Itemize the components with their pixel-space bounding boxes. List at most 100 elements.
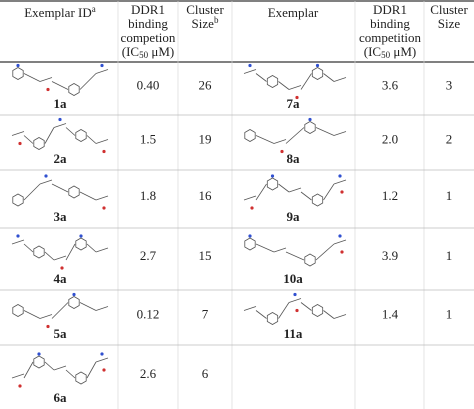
superscript: b <box>214 15 219 25</box>
bond <box>285 251 305 261</box>
ic50-value: 2.7 <box>140 248 157 263</box>
atom-n <box>270 174 275 178</box>
ring <box>266 177 279 191</box>
atom-n <box>293 292 297 297</box>
cluster-size: 2 <box>446 131 453 146</box>
ring <box>311 304 324 317</box>
header-text: Exemplar <box>268 5 319 20</box>
ring <box>68 83 80 96</box>
ic50-value: 1.2 <box>382 188 398 203</box>
bond <box>95 247 109 253</box>
compound-id: 7a <box>287 96 301 111</box>
bond <box>255 135 275 144</box>
atom-n <box>100 352 104 356</box>
atom-o <box>60 266 64 270</box>
bond <box>285 127 305 144</box>
superscript: a <box>92 4 96 14</box>
cluster-size: 1 <box>446 248 453 263</box>
compound-id: 8a <box>287 151 301 166</box>
header-text: Cluster <box>430 2 468 17</box>
bond <box>86 243 97 253</box>
atom-n <box>248 234 252 238</box>
bond <box>255 183 267 201</box>
bond <box>53 123 67 128</box>
bond <box>300 73 312 90</box>
ring <box>311 67 324 80</box>
header-part: DDR1 <box>131 2 165 17</box>
bond <box>95 139 109 144</box>
cluster-size: 3 <box>446 77 453 92</box>
bond <box>65 243 76 261</box>
bond <box>315 127 335 136</box>
header-text: binding <box>370 16 410 31</box>
header-text: Cluster <box>186 2 224 17</box>
ic50-value: 2.6 <box>140 366 157 381</box>
header-part: DDR1 <box>373 2 407 17</box>
bond <box>288 298 302 303</box>
bond <box>44 251 55 261</box>
atom-n <box>44 174 48 178</box>
bond <box>300 302 312 311</box>
atom-o <box>102 368 106 372</box>
cluster-size: 19 <box>199 131 212 146</box>
bond <box>79 302 97 311</box>
bond <box>323 183 335 201</box>
ic50-value: 2.0 <box>382 131 398 146</box>
atom-o <box>18 384 22 388</box>
bond <box>95 357 109 363</box>
bond <box>65 127 76 136</box>
header-text: Sizeb <box>192 15 219 31</box>
cluster-size: 1 <box>446 188 453 203</box>
ic50-value: 3.6 <box>382 77 399 92</box>
bond <box>39 77 53 82</box>
bond <box>51 302 69 319</box>
ring <box>244 237 256 251</box>
ic50-value: 1.8 <box>140 188 156 203</box>
atom-n <box>338 174 342 178</box>
atom-n <box>248 63 252 68</box>
atom-n <box>72 292 76 297</box>
ring <box>12 193 24 207</box>
bond <box>278 183 290 193</box>
header-part: binding <box>128 16 168 31</box>
atom-o <box>340 250 344 254</box>
header-text: DDR1 <box>131 2 165 17</box>
bond <box>11 239 25 245</box>
ic50-value: 0.40 <box>137 77 160 92</box>
bond <box>95 195 109 201</box>
bond <box>44 361 55 371</box>
bond <box>288 85 302 90</box>
bond <box>323 310 335 319</box>
compound-id: 10a <box>283 271 303 286</box>
atom-o <box>102 149 106 154</box>
cluster-size: 6 <box>202 366 209 381</box>
atom-n <box>58 117 62 122</box>
bond <box>300 191 312 201</box>
bond <box>95 69 109 74</box>
atom-n <box>315 63 320 68</box>
atom-o <box>18 141 22 146</box>
atom-o <box>280 149 284 154</box>
ic50-value: 0.12 <box>137 306 160 321</box>
header-part: (IC <box>122 44 139 59</box>
header-part: Cluster <box>186 2 224 17</box>
bond <box>23 183 41 201</box>
ring <box>75 371 87 385</box>
bond <box>273 139 287 144</box>
header-part: Exemplar ID <box>24 5 92 20</box>
bond <box>44 127 55 144</box>
bond <box>95 306 109 311</box>
bond <box>65 369 76 379</box>
compound-id: 11a <box>284 326 303 341</box>
header-text: binding <box>128 16 168 31</box>
cluster-size: 7 <box>202 306 209 321</box>
compound-id: 9a <box>287 209 301 224</box>
header-part: Cluster <box>430 2 468 17</box>
bond <box>333 131 347 136</box>
ic50-value: 1.4 <box>382 306 399 321</box>
ring <box>311 193 324 207</box>
atom-n <box>16 234 20 238</box>
compound-id: 1a <box>54 96 68 111</box>
bond <box>79 73 97 90</box>
bond <box>273 247 287 253</box>
